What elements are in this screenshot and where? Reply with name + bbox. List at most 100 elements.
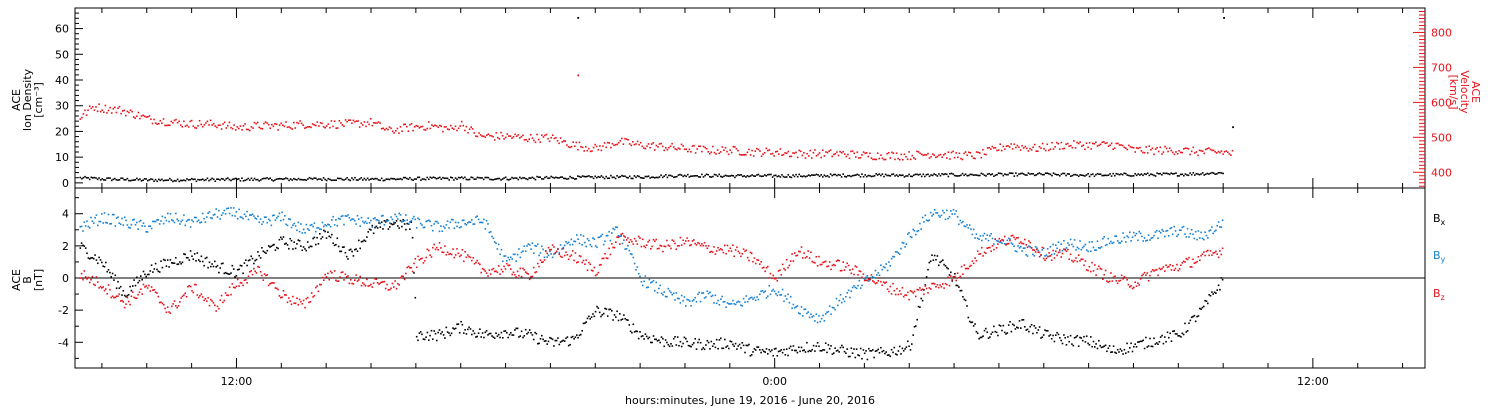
series-bz-point [1151, 269, 1154, 271]
series-by-point [1033, 255, 1036, 257]
series-bx-point [615, 316, 617, 318]
series-bz-point [947, 276, 949, 279]
series-by-point [884, 266, 886, 269]
series-by-point [928, 219, 931, 221]
series-bz-point [351, 282, 353, 285]
series-bx-point [235, 275, 238, 277]
series-by-point [152, 220, 154, 223]
series-bz-point [103, 289, 106, 292]
velocity-series-point [583, 150, 585, 152]
series-bz-point [644, 246, 647, 249]
density-series-point [902, 174, 904, 176]
series-by-point [987, 239, 990, 242]
velocity-series-point [479, 134, 482, 136]
density-series-point [506, 178, 509, 181]
series-bx-point [169, 259, 172, 261]
series-by-point [775, 292, 777, 295]
series-bz-point [153, 289, 156, 291]
series-bx-point [1046, 330, 1049, 332]
velocity-series-point [740, 154, 742, 156]
series-bx-point [105, 261, 107, 264]
velocity-series-point [608, 142, 611, 144]
density-series-point [748, 175, 750, 178]
velocity-series-point [492, 135, 494, 138]
series-by-point [567, 241, 570, 244]
velocity-series-point [396, 127, 399, 130]
series-bz-point [430, 256, 433, 258]
series-bz-point [896, 287, 898, 290]
velocity-series-point [561, 141, 563, 143]
series-bx-point [644, 333, 647, 335]
density-series-point [672, 176, 675, 179]
series-bx-point [153, 268, 156, 270]
series-bz-point [588, 261, 590, 264]
series-bx-point [837, 349, 839, 352]
velocity-series-point [773, 155, 775, 157]
series-bz-point [822, 261, 824, 264]
series-bz-point [837, 259, 839, 261]
density-series-point [410, 178, 413, 181]
velocity-series-point [1062, 147, 1064, 150]
series-bx-point [376, 227, 379, 229]
density-series-point [432, 176, 435, 178]
series-bx-point [140, 275, 142, 277]
series-by-point [476, 215, 478, 217]
density-series-point [1033, 174, 1036, 177]
series-bz-point [1100, 268, 1103, 270]
series-bx-point [1217, 284, 1220, 287]
series-by-point [1081, 246, 1084, 249]
series-bx-point [308, 246, 310, 249]
series-bz-point [1110, 272, 1112, 274]
density-series-point [894, 175, 896, 177]
series-bz-point [187, 285, 189, 288]
series-bx-point [892, 351, 894, 354]
velocity-series-point [107, 109, 110, 112]
velocity-series-point [870, 157, 873, 159]
series-bz-point [1108, 280, 1111, 283]
series-by-point [794, 307, 796, 309]
series-bz-point [94, 284, 96, 286]
density-series-point [781, 174, 783, 176]
series-bx-point [870, 350, 873, 352]
density-series-point [390, 177, 392, 180]
series-bx-point [510, 332, 512, 334]
density-series-point [985, 175, 987, 177]
series-by-point [496, 248, 499, 250]
series-by-point [130, 223, 133, 226]
density-series-point [159, 179, 162, 182]
series-bz-point [1059, 249, 1061, 251]
series-bx-point [362, 240, 364, 243]
density-series-point [453, 179, 455, 181]
series-bx-point [828, 347, 831, 350]
series-by-point [1096, 240, 1099, 242]
series-by-point [620, 235, 622, 237]
series-bz-point [620, 233, 622, 236]
series-by-point [1147, 234, 1150, 236]
series-bx-point [956, 284, 959, 287]
series-bx-point [612, 319, 614, 321]
series-bz-point [355, 274, 357, 276]
density-series-point [479, 177, 482, 179]
velocity-series-point [710, 151, 713, 153]
velocity-series-point [1183, 148, 1185, 150]
series-bz-point [242, 284, 244, 287]
series-by-point [183, 214, 185, 216]
series-bx-point [652, 335, 655, 337]
series-bz-point [316, 285, 318, 287]
series-bx-point [161, 266, 164, 269]
series-bz-point [434, 248, 437, 251]
series-bx-point [519, 335, 522, 337]
series-bx-point [608, 308, 610, 311]
series-bx-point [915, 325, 917, 327]
series-bz-point [1211, 254, 1213, 256]
series-bx-point [118, 287, 121, 289]
series-bx-point [441, 331, 443, 333]
series-by-point [1044, 255, 1046, 257]
series-bx-point [570, 336, 573, 339]
series-by-point [1087, 250, 1089, 253]
series-bz-point [881, 284, 883, 287]
series-bx-point [773, 348, 776, 350]
density-series-point [756, 174, 758, 176]
series-bz-point [331, 272, 333, 274]
series-bx-point [753, 348, 756, 350]
